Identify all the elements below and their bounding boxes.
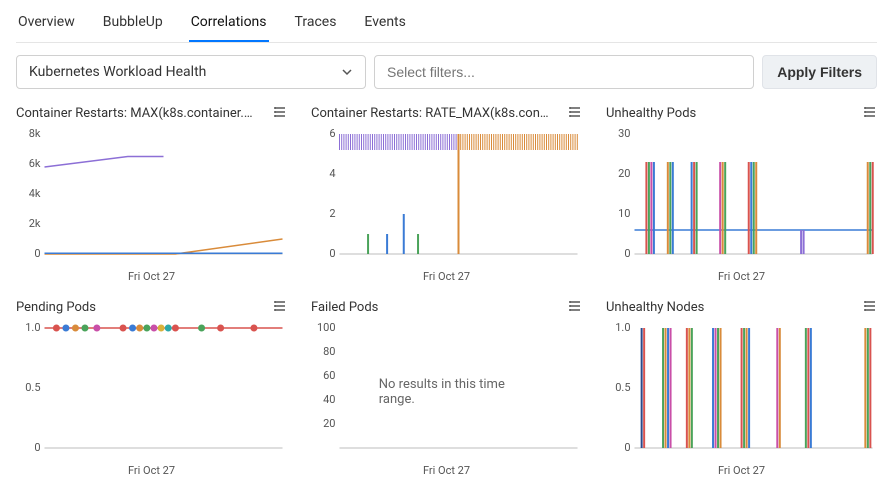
chart-area: 0 0.5 1.0 — [16, 322, 287, 462]
svg-text:4: 4 — [329, 167, 335, 180]
svg-text:80: 80 — [323, 345, 335, 358]
panel-grid: Container Restarts: MAX(k8s.container.re… — [16, 105, 877, 477]
x-axis-label: Fri Oct 27 — [16, 464, 287, 477]
svg-text:40: 40 — [323, 393, 335, 406]
chart-area: 20 40 60 80 100 No results in this time range… — [311, 322, 582, 462]
chart-area: 0 0.5 1.0 — [606, 322, 877, 462]
board-dropdown-label: Kubernetes Workload Health — [29, 64, 206, 80]
no-results-text: No results in this time range. — [379, 377, 515, 407]
panel-header: Unhealthy Nodes — [606, 299, 877, 316]
tab-overview[interactable]: Overview — [16, 8, 77, 42]
svg-text:0: 0 — [34, 247, 40, 260]
panel-menu-icon[interactable] — [273, 105, 287, 122]
panel-pending-pods: Pending Pods 0 0.5 1.0 Fri Oct 27 — [16, 299, 287, 477]
panel-title: Container Restarts: MAX(k8s.container.re… — [16, 106, 256, 121]
svg-text:100: 100 — [317, 322, 336, 334]
panel-unhealthy-nodes: Unhealthy Nodes 0 0.5 1.0 Fri Oct 27 — [606, 299, 877, 477]
tab-bar: Overview BubbleUp Correlations Traces Events — [16, 8, 877, 43]
panel-title: Unhealthy Nodes — [606, 300, 704, 315]
svg-text:1.0: 1.0 — [615, 322, 630, 334]
svg-text:0.5: 0.5 — [615, 381, 630, 394]
panel-header: Failed Pods — [311, 299, 582, 316]
svg-text:2: 2 — [329, 207, 335, 220]
panel-title: Unhealthy Pods — [606, 106, 696, 121]
svg-text:10: 10 — [618, 207, 630, 220]
x-axis-label: Fri Oct 27 — [311, 270, 582, 283]
svg-text:0: 0 — [34, 441, 40, 454]
svg-text:2k: 2k — [29, 217, 41, 230]
svg-text:20: 20 — [618, 167, 630, 180]
svg-text:0.5: 0.5 — [25, 381, 40, 394]
filter-input[interactable] — [374, 55, 754, 89]
panel-menu-icon[interactable] — [863, 105, 877, 122]
svg-text:30: 30 — [618, 128, 630, 140]
x-axis-label: Fri Oct 27 — [16, 270, 287, 283]
panel-header: Unhealthy Pods — [606, 105, 877, 122]
panel-failed-pods: Failed Pods 20 40 60 80 100 No results in thi… — [311, 299, 582, 477]
panel-menu-icon[interactable] — [568, 105, 582, 122]
svg-text:0: 0 — [329, 247, 335, 260]
tab-bubbleup[interactable]: BubbleUp — [101, 8, 165, 42]
chart-svg: 0 0.5 1.0 — [606, 322, 877, 462]
panel-header: Container Restarts: RATE_MAX(k8s.conta… — [311, 105, 582, 122]
svg-text:20: 20 — [323, 417, 335, 430]
tab-traces[interactable]: Traces — [293, 8, 339, 42]
panel-title: Pending Pods — [16, 300, 96, 315]
svg-text:8k: 8k — [29, 128, 41, 140]
tab-correlations[interactable]: Correlations — [189, 8, 269, 42]
panel-menu-icon[interactable] — [568, 299, 582, 316]
panel-unhealthy-pods: Unhealthy Pods 0 10 20 30 Fri Oct 27 — [606, 105, 877, 283]
tab-events[interactable]: Events — [362, 8, 407, 42]
svg-text:1.0: 1.0 — [25, 322, 40, 334]
svg-text:4k: 4k — [29, 187, 41, 200]
panel-header: Pending Pods — [16, 299, 287, 316]
panel-title: Container Restarts: RATE_MAX(k8s.conta… — [311, 106, 551, 121]
chart-area: 0 10 20 30 — [606, 128, 877, 268]
svg-text:0: 0 — [624, 247, 630, 260]
apply-filters-button[interactable]: Apply Filters — [762, 55, 877, 89]
svg-text:6k: 6k — [29, 157, 41, 170]
chart-area: 0 2 4 6 — [311, 128, 582, 268]
controls-row: Kubernetes Workload Health Apply Filters — [16, 55, 877, 89]
x-axis-label: Fri Oct 27 — [606, 270, 877, 283]
x-axis-label: Fri Oct 27 — [311, 464, 582, 477]
svg-text:0: 0 — [624, 441, 630, 454]
panel-title: Failed Pods — [311, 300, 378, 315]
panel-menu-icon[interactable] — [863, 299, 877, 316]
chart-area: 0 2k 4k 6k 8k — [16, 128, 287, 268]
chevron-down-icon — [341, 66, 353, 78]
chart-svg: 0 0.5 1.0 — [16, 322, 287, 462]
panel-container-restarts-max: Container Restarts: MAX(k8s.container.re… — [16, 105, 287, 283]
chart-svg: 0 10 20 30 — [606, 128, 877, 268]
x-axis-label: Fri Oct 27 — [606, 464, 877, 477]
chart-svg: 0 2 4 6 — [311, 128, 582, 268]
panel-container-restarts-ratemax: Container Restarts: RATE_MAX(k8s.conta… … — [311, 105, 582, 283]
chart-svg: 0 2k 4k 6k 8k — [16, 128, 287, 268]
panel-menu-icon[interactable] — [273, 299, 287, 316]
board-dropdown[interactable]: Kubernetes Workload Health — [16, 55, 366, 89]
svg-text:60: 60 — [323, 369, 335, 382]
svg-text:6: 6 — [329, 128, 335, 140]
panel-header: Container Restarts: MAX(k8s.container.re… — [16, 105, 287, 122]
